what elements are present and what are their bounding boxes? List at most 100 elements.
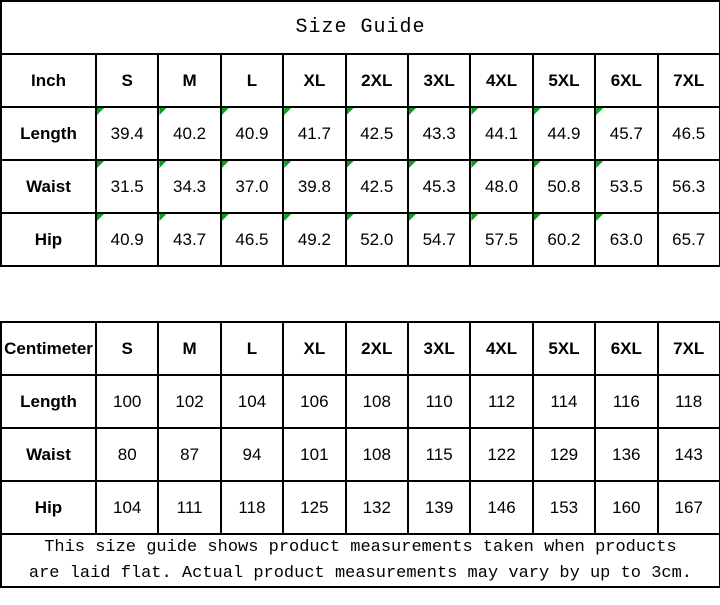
table-cell: 43.3	[406, 106, 472, 161]
title-cell: Size Guide	[0, 0, 720, 55]
cm-length-row: Length 100 102 104 106 108 110 112 114 1…	[0, 374, 720, 429]
row-label: Hip	[0, 480, 97, 535]
table-cell: 63.0	[594, 212, 659, 267]
cm-waist-row: Waist 80 87 94 101 108 115 122 129 136 1…	[0, 427, 720, 482]
cell-flag-icon	[346, 214, 354, 221]
table-cell: 100	[94, 374, 160, 429]
table-cell: 56.3	[656, 159, 720, 214]
table-cell: 116	[594, 374, 659, 429]
size-header-6xl: 6XL	[594, 53, 659, 108]
inch-hip-row: Hip 40.9 43.7 46.5 49.2 52.0 54.7 57.5 6…	[0, 212, 720, 267]
size-header-m: M	[157, 53, 222, 108]
row-label: Waist	[0, 427, 97, 482]
size-header-s: S	[94, 53, 160, 108]
table-cell: 53.5	[594, 159, 659, 214]
cell-flag-icon	[97, 214, 104, 221]
cm-hip-row: Hip 104 111 118 125 132 139 146 153 160 …	[0, 480, 720, 535]
table-cell: 57.5	[469, 212, 534, 267]
table-cell: 54.7	[406, 212, 472, 267]
size-header-m: M	[157, 321, 222, 376]
cell-flag-icon	[408, 214, 416, 221]
cell-flag-icon	[533, 214, 541, 221]
table-cell: 111	[157, 480, 222, 535]
cell-flag-icon	[284, 161, 292, 168]
size-header-4xl: 4XL	[469, 53, 534, 108]
table-cell: 132	[344, 480, 409, 535]
size-header-5xl: 5XL	[531, 321, 597, 376]
table-cell: 80	[94, 427, 160, 482]
cell-flag-icon	[596, 108, 604, 115]
cell-flag-icon	[596, 214, 604, 221]
size-header-l: L	[219, 53, 285, 108]
table-cell: 87	[157, 427, 222, 482]
table-cell: 39.4	[94, 106, 160, 161]
size-header-3xl: 3XL	[406, 321, 472, 376]
cell-flag-icon	[97, 161, 104, 168]
centimeter-table: Centimeter S M L XL 2XL 3XL 4XL 5XL 6XL …	[0, 321, 720, 588]
table-cell: 94	[219, 427, 285, 482]
table-cell: 108	[344, 374, 409, 429]
cm-header-row: Centimeter S M L XL 2XL 3XL 4XL 5XL 6XL …	[0, 321, 720, 376]
cell-flag-icon	[346, 108, 354, 115]
table-cell: 60.2	[531, 212, 597, 267]
table-cell: 129	[531, 427, 597, 482]
table-cell: 46.5	[656, 106, 720, 161]
row-label: Waist	[0, 159, 97, 214]
table-cell: 43.7	[157, 212, 222, 267]
cell-flag-icon	[471, 214, 479, 221]
table-cell: 42.5	[344, 159, 409, 214]
cell-flag-icon	[159, 161, 167, 168]
cell-flag-icon	[471, 108, 479, 115]
size-header-s: S	[94, 321, 160, 376]
cell-flag-icon	[596, 161, 604, 168]
table-cell: 112	[469, 374, 534, 429]
cell-flag-icon	[221, 161, 229, 168]
table-cell: 110	[406, 374, 472, 429]
row-label: Length	[0, 374, 97, 429]
size-header-2xl: 2XL	[344, 321, 409, 376]
table-cell: 104	[219, 374, 285, 429]
table-cell: 65.7	[656, 212, 720, 267]
page-title: Size Guide	[295, 16, 426, 39]
table-cell: 41.7	[282, 106, 347, 161]
table-cell: 118	[219, 480, 285, 535]
table-cell: 160	[594, 480, 659, 535]
inch-header-row: Inch S M L XL 2XL 3XL 4XL 5XL 6XL 7XL	[0, 53, 720, 108]
table-cell: 45.7	[594, 106, 659, 161]
table-cell: 52.0	[344, 212, 409, 267]
table-cell: 40.9	[219, 106, 285, 161]
size-header-xl: XL	[282, 321, 347, 376]
footer-row: This size guide shows product measuremen…	[0, 533, 720, 588]
table-cell: 122	[469, 427, 534, 482]
row-label: Hip	[0, 212, 97, 267]
table-cell: 44.1	[469, 106, 534, 161]
table-cell: 143	[656, 427, 720, 482]
footer-note: This size guide shows product measuremen…	[0, 533, 720, 588]
footer-line-2: are laid flat. Actual product measuremen…	[28, 563, 692, 583]
size-header-5xl: 5XL	[531, 53, 597, 108]
size-header-xl: XL	[282, 53, 347, 108]
inch-waist-row: Waist 31.5 34.3 37.0 39.8 42.5 45.3 48.0…	[0, 159, 720, 214]
table-cell: 153	[531, 480, 597, 535]
unit-header-centimeter: Centimeter	[0, 321, 97, 376]
table-cell: 104	[94, 480, 160, 535]
size-header-3xl: 3XL	[406, 53, 472, 108]
row-label: Length	[0, 106, 97, 161]
cell-flag-icon	[408, 161, 416, 168]
cell-flag-icon	[221, 214, 229, 221]
table-cell: 49.2	[282, 212, 347, 267]
table-cell: 115	[406, 427, 472, 482]
footer-line-1: This size guide shows product measuremen…	[44, 538, 677, 557]
table-cell: 45.3	[406, 159, 472, 214]
cell-flag-icon	[346, 161, 354, 168]
cell-flag-icon	[159, 108, 167, 115]
table-cell: 136	[594, 427, 659, 482]
table-cell: 42.5	[344, 106, 409, 161]
table-cell: 101	[282, 427, 347, 482]
table-cell: 34.3	[157, 159, 222, 214]
cell-flag-icon	[284, 214, 292, 221]
table-cell: 44.9	[531, 106, 597, 161]
table-cell: 37.0	[219, 159, 285, 214]
table-cell: 114	[531, 374, 597, 429]
